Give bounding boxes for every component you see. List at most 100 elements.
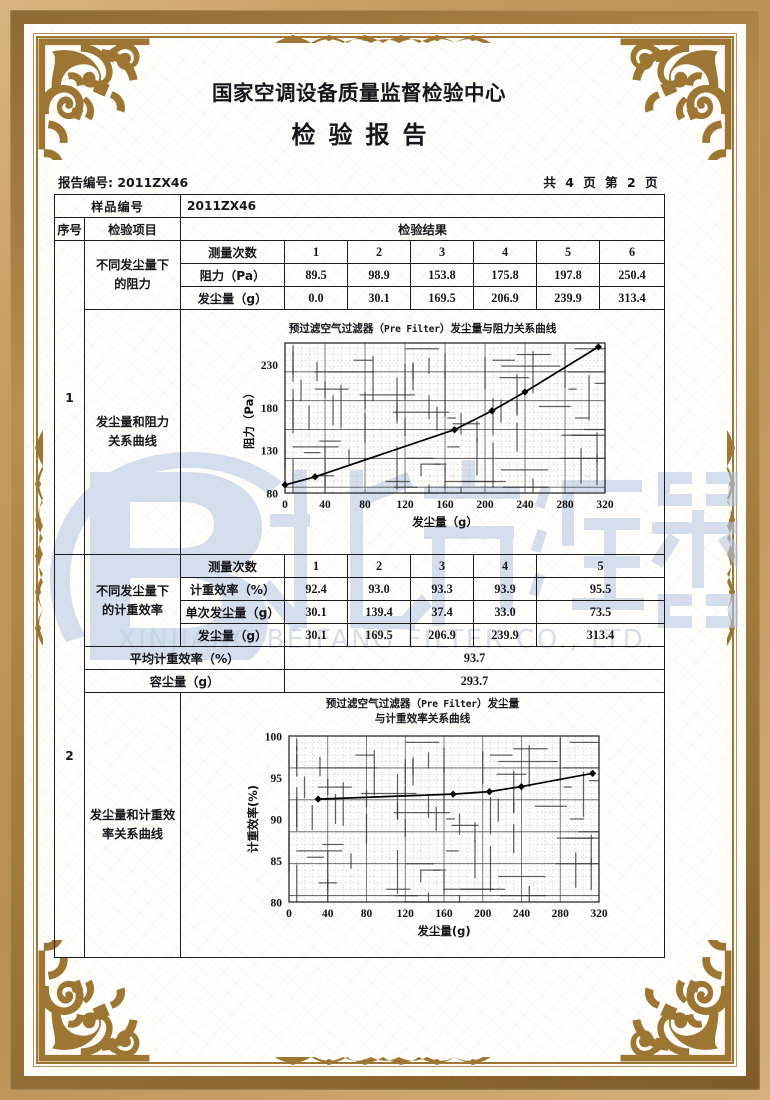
resistance-6: 250.4: [598, 263, 666, 287]
svg-text:230: 230: [260, 360, 278, 372]
row2-label-efficiency: 计重效率（%）: [180, 577, 285, 601]
table-row-dust-1: 发尘量（g） 0.0 30.1 169.5 206.9 239.9 313.4: [55, 286, 666, 310]
avg-efficiency-value: 93.7: [283, 646, 666, 670]
avg-efficiency-label: 平均计重效率（%）: [84, 646, 285, 670]
organization-title: 国家空调设备质量监督检验中心: [212, 81, 506, 105]
row2-label-measure-no: 测量次数: [180, 554, 285, 578]
capacity-label: 容尘量（g）: [84, 669, 285, 693]
row1-measure-no-1: 1: [284, 240, 348, 264]
table-row-measure-no-1: 1 不同发尘量下 的阻力 测量次数 1 2 3 4 5 6: [54, 240, 666, 555]
efficiency-3: 93.3: [410, 577, 474, 601]
single-dust-2: 139.4: [347, 600, 411, 624]
svg-text:320: 320: [590, 908, 608, 920]
row2-measure-no-5: 5: [535, 554, 666, 578]
svg-text:120: 120: [396, 499, 414, 511]
svg-text:40: 40: [322, 908, 334, 920]
row2-measure-no-2: 2: [347, 554, 411, 578]
row1-measure-no-2: 2: [347, 240, 411, 264]
row1-item-label: 发尘量和阻力 关系曲线: [84, 309, 181, 555]
table-row-avg-efficiency: 平均计重效率（%） 93.7: [55, 646, 666, 670]
svg-text:240: 240: [512, 908, 530, 920]
report-number: 报告编号: 2011ZX46: [58, 175, 189, 190]
table-header-row: 序号 检验项目 检验结果: [54, 217, 666, 241]
resistance-5: 197.8: [536, 263, 600, 287]
table-row-measure-no-2: 2 不同发尘量下 的计重效率 测量次数 1 2 3 4 5: [54, 554, 666, 958]
svg-text:80: 80: [266, 489, 278, 501]
resistance-3: 153.8: [410, 263, 474, 287]
efficiency-5: 95.5: [535, 577, 666, 601]
chart-2-plot: 80 85 90 95 100 0 40 80 120 160 200 240 280 320 发尘量(g)…: [246, 731, 608, 938]
chart-1: 预过滤空气过滤器（Pre Filter）发尘量与阻力关系曲线 80 130 180 2…: [183, 322, 662, 543]
table-row-resistance: 阻力（Pa） 89.5 98.9 153.8 175.8 197.8 250.4: [55, 263, 666, 287]
table-row-capacity: 容尘量（g） 293.7: [55, 669, 666, 693]
svg-text:0: 0: [282, 499, 288, 511]
row2-item-label: 发尘量和计重效 率关系曲线: [84, 692, 181, 958]
dust2-5: 313.4: [535, 623, 666, 647]
dust1-1: 0.0: [284, 286, 348, 310]
svg-text:发尘量(g): 发尘量(g): [416, 924, 470, 938]
chart-2: 预过滤空气过滤器（Pre Filter）发尘量 与计重效率关系曲线 80 85 90…: [183, 697, 662, 952]
svg-text:发尘量（g）: 发尘量（g）: [411, 515, 478, 529]
dust2-4: 239.9: [473, 623, 537, 647]
svg-text:85: 85: [270, 856, 282, 868]
efficiency-1: 92.4: [284, 577, 348, 601]
row1-index: 1: [54, 240, 85, 555]
svg-text:280: 280: [551, 908, 569, 920]
inspection-report-table: 样品编号 2011ZX46 序号 检验项目 检验结果 1 不同发尘量下 的阻力 测…: [54, 194, 666, 958]
svg-text:100: 100: [264, 731, 282, 743]
header-item: 检验项目: [84, 217, 181, 241]
svg-text:160: 160: [435, 908, 453, 920]
chart-2-title: 预过滤空气过滤器（Pre Filter）发尘量 与计重效率关系曲线: [325, 698, 520, 726]
chart-1-title: 预过滤空气过滤器（Pre Filter）发尘量与阻力关系曲线: [288, 322, 557, 335]
table-row-sample-no: 样品编号 2011ZX46: [54, 194, 666, 218]
dust2-2: 169.5: [347, 623, 411, 647]
row2-measure-no-1: 1: [284, 554, 348, 578]
row1-measure-no-6: 6: [598, 240, 666, 264]
report-title: 检验报告: [291, 121, 440, 149]
dust2-1: 30.1: [284, 623, 348, 647]
svg-text:90: 90: [270, 814, 282, 826]
row2-label-single-dust: 单次发尘量（g）: [180, 600, 285, 624]
header-index: 序号: [54, 217, 85, 241]
row1-measure-no-5: 5: [536, 240, 600, 264]
sample-no-value: 2011ZX46: [179, 194, 666, 218]
chart-cell-1: 预过滤空气过滤器（Pre Filter）发尘量与阻力关系曲线 80 130 180 2…: [179, 309, 666, 555]
dust2-3: 206.9: [410, 623, 474, 647]
dust1-4: 206.9: [473, 286, 537, 310]
header-result: 检验结果: [179, 217, 666, 241]
dust1-3: 169.5: [410, 286, 474, 310]
single-dust-4: 33.0: [473, 600, 537, 624]
efficiency-4: 93.9: [473, 577, 537, 601]
svg-text:80: 80: [360, 908, 372, 920]
dust1-5: 239.9: [536, 286, 600, 310]
row2-measure-no-3: 3: [410, 554, 474, 578]
svg-text:40: 40: [319, 499, 331, 511]
single-dust-3: 37.4: [410, 600, 474, 624]
svg-text:130: 130: [260, 446, 278, 458]
svg-text:280: 280: [556, 499, 574, 511]
single-dust-1: 30.1: [284, 600, 348, 624]
page-indicator: 共 4 页 第 2 页: [543, 175, 660, 190]
dust1-6: 313.4: [598, 286, 666, 310]
svg-text:180: 180: [260, 403, 278, 415]
svg-text:80: 80: [270, 897, 282, 909]
svg-text:120: 120: [396, 908, 414, 920]
row1-measure-no-4: 4: [473, 240, 537, 264]
sample-no-label: 样品编号: [54, 194, 181, 218]
table-row-chart-2: 发尘量和计重效 率关系曲线 预过滤空气过滤器（Pre Filter）发尘量 与计重…: [55, 692, 666, 958]
row2-sub-item: 不同发尘量下 的计重效率: [84, 554, 181, 647]
table-row-chart-1: 发尘量和阻力 关系曲线 预过滤空气过滤器（Pre Filter）发尘量与阻力关系曲…: [55, 309, 666, 555]
report-content: 国家空调设备质量监督检验中心 检验报告 报告编号: 2011ZX46 共 4 页…: [54, 52, 666, 958]
svg-text:200: 200: [474, 908, 492, 920]
row1-sub-item: 不同发尘量下 的阻力: [84, 240, 181, 310]
chart-1-plot: 80 130 180 230 0 40 80 120 160 200 240 280 320 发尘量（g）…: [242, 342, 614, 529]
capacity-value: 293.7: [283, 669, 666, 693]
row1-label-resistance: 阻力（Pa）: [180, 263, 285, 287]
resistance-1: 89.5: [284, 263, 348, 287]
resistance-4: 175.8: [473, 263, 537, 287]
single-dust-5: 73.5: [535, 600, 666, 624]
row1-measure-no-3: 3: [410, 240, 474, 264]
svg-text:320: 320: [596, 499, 614, 511]
resistance-2: 98.9: [347, 263, 411, 287]
svg-text:计重效率(%): 计重效率(%): [246, 785, 260, 853]
